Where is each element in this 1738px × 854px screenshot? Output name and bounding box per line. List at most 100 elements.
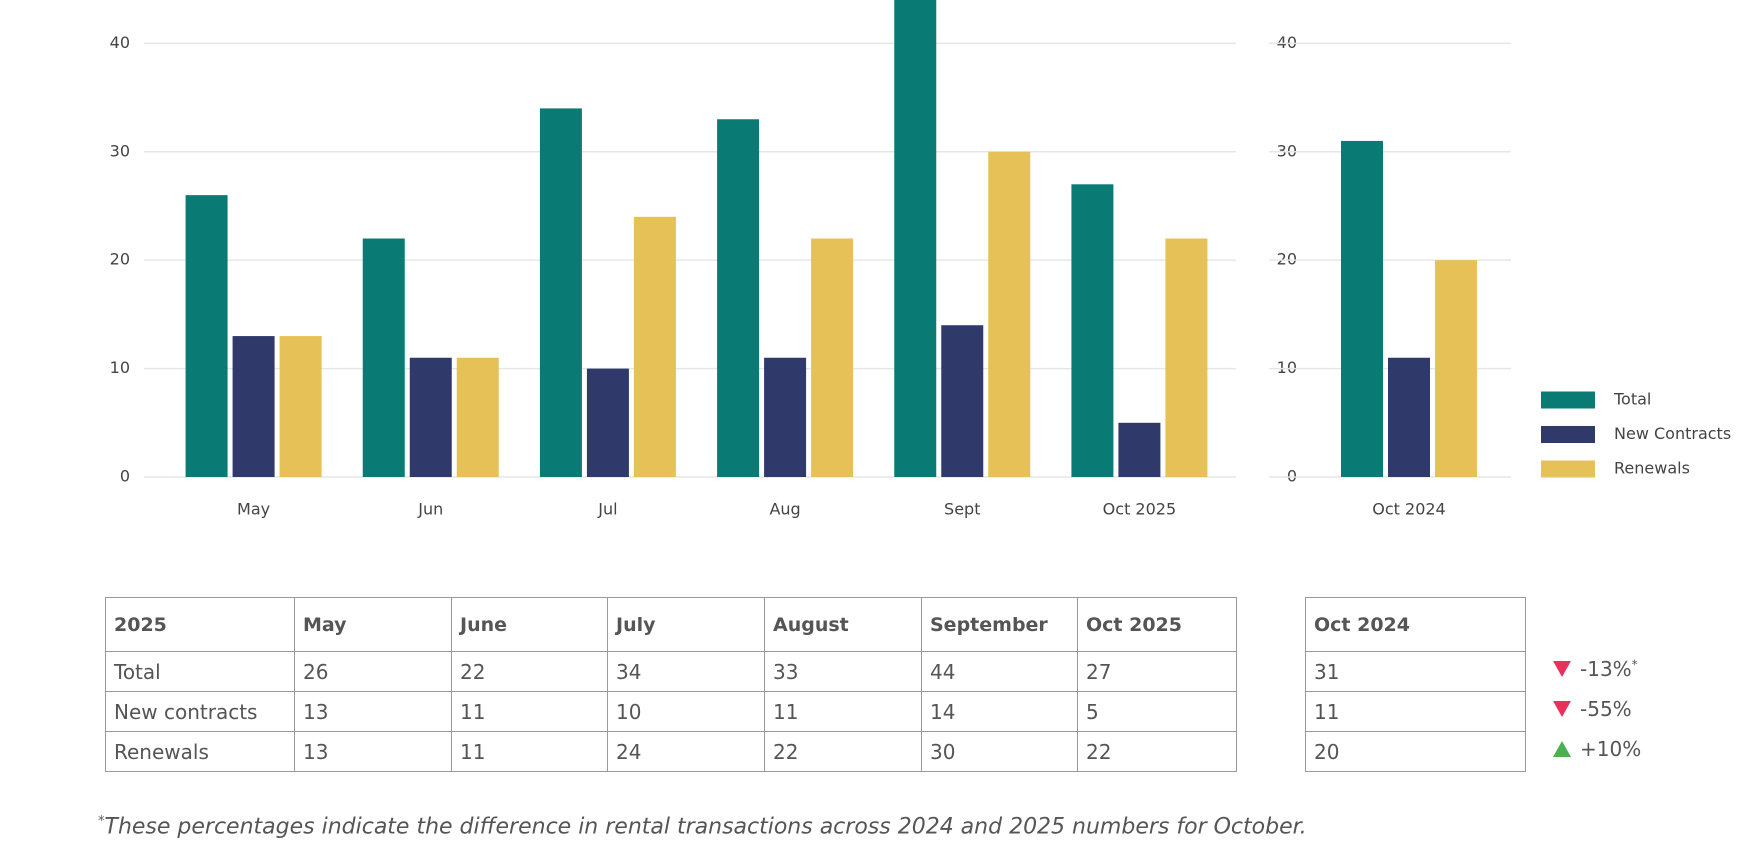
header-cell: September [921,597,1078,652]
table-cell: 10 [607,691,765,732]
bar [811,238,854,477]
table-cell: 26 [294,651,452,692]
table-cell: 13 [294,691,452,732]
y-tick-label: 20 [110,250,130,269]
table-cell: 11 [451,691,608,732]
header-cell: July [607,597,765,652]
table-cell: 14 [921,691,1078,732]
table-cell: 11 [451,731,608,772]
table-row: 31 [1305,651,1526,692]
table-cell: 5 [1077,691,1237,732]
bar [586,368,629,477]
x-tick-label: Oct 2024 [1372,500,1445,519]
table-cell: 13 [294,731,452,772]
y-tick-label: 40 [110,33,130,52]
x-tick-label: Aug [769,500,800,519]
bar [941,325,984,477]
header-cell: August [764,597,922,652]
oct-2024-table: Oct 2024 31 11 20 [1305,597,1526,772]
table-cell: 33 [764,651,922,692]
x-tick-label: Jun [417,500,443,519]
bar [362,238,405,477]
table-cell: Total [105,651,295,692]
header-row: 2025 May June July August September Oct 2025 [105,597,1237,652]
table-cell: New contracts [105,691,295,732]
bar [764,357,807,477]
header-cell: May [294,597,452,652]
change-arrow [1553,661,1571,677]
bar [633,216,676,477]
table-cell: 31 [1305,651,1526,692]
y-tick-label: 20 [1277,250,1297,269]
legend-label: Renewals [1614,459,1690,478]
bar [409,357,452,477]
change-arrow [1553,701,1571,717]
bar [456,357,499,477]
bar [988,151,1031,478]
header-row: Oct 2024 [1305,597,1526,652]
bar [894,0,937,477]
bar [1118,422,1161,477]
bar [1341,140,1383,477]
table-cell: 27 [1077,651,1237,692]
change-label: +10% [1580,737,1642,761]
y-tick-label: 40 [1277,33,1297,52]
bar [185,195,228,478]
table-cell: 24 [607,731,765,772]
table-row: 11 [1305,691,1526,732]
y-tick-label: 10 [1277,358,1297,377]
table-cell: 22 [451,651,608,692]
y-tick-label: 30 [1277,141,1297,160]
footnote: *These percentages indicate the differen… [98,814,1307,839]
table-cell: 44 [921,651,1078,692]
y-tick-label: 0 [1287,467,1297,486]
header-cell: Oct 2024 [1305,597,1526,652]
table-cell: 34 [607,651,765,692]
table-row: Renewals 13 11 24 22 30 22 [105,731,1237,772]
bar [1165,238,1208,477]
table-cell: 20 [1305,731,1526,772]
table-cell: 22 [1077,731,1237,772]
y-tick-label: 30 [110,141,130,160]
bar [539,108,582,477]
x-tick-label: Jul [597,500,617,519]
header-cell: Oct 2025 [1077,597,1237,652]
legend-swatch [1541,391,1595,409]
table-row: 20 [1305,731,1526,772]
bar [717,119,760,477]
table-row: New contracts 13 11 10 11 14 5 [105,691,1237,732]
legend-label: New Contracts [1614,424,1731,443]
table-cell: Renewals [105,731,295,772]
y-tick-label: 10 [110,358,130,377]
header-cell: 2025 [105,597,295,652]
change: -13%* [1552,657,1638,681]
x-tick-label: Oct 2025 [1103,500,1176,519]
footnote-marker: * [98,814,105,829]
x-tick-label: Sept [944,500,980,519]
change-note: * [1631,657,1638,672]
bar [1388,357,1430,477]
legend-swatch [1541,426,1595,443]
change-label: -13%* [1580,657,1638,681]
bar [232,336,275,477]
change-arrow [1553,741,1571,757]
x-tick-label: May [237,500,270,519]
change: +10% [1552,737,1641,761]
data-table: 2025 May June July August September Oct 2025 To… [105,597,1237,772]
table-cell: 11 [764,691,922,732]
table-cell: 30 [921,731,1078,772]
legend-swatch [1541,460,1595,478]
y-tick-label: 0 [120,467,130,486]
table-cell: 11 [1305,691,1526,732]
table-row: Total 26 22 34 33 44 27 [105,651,1237,692]
table-cell: 22 [764,731,922,772]
change: -55% [1552,697,1632,721]
bar [1435,260,1477,477]
bar [1071,184,1114,477]
change-label: -55% [1580,697,1632,721]
legend-label: Total [1613,390,1651,409]
bar [279,336,322,477]
charts: 0 10 20 30 40 May Jun Jul Aug Sept Oct 2025 0 10 20 30… [110,0,1731,519]
footnote-text: These percentages indicate the differenc… [104,814,1307,840]
